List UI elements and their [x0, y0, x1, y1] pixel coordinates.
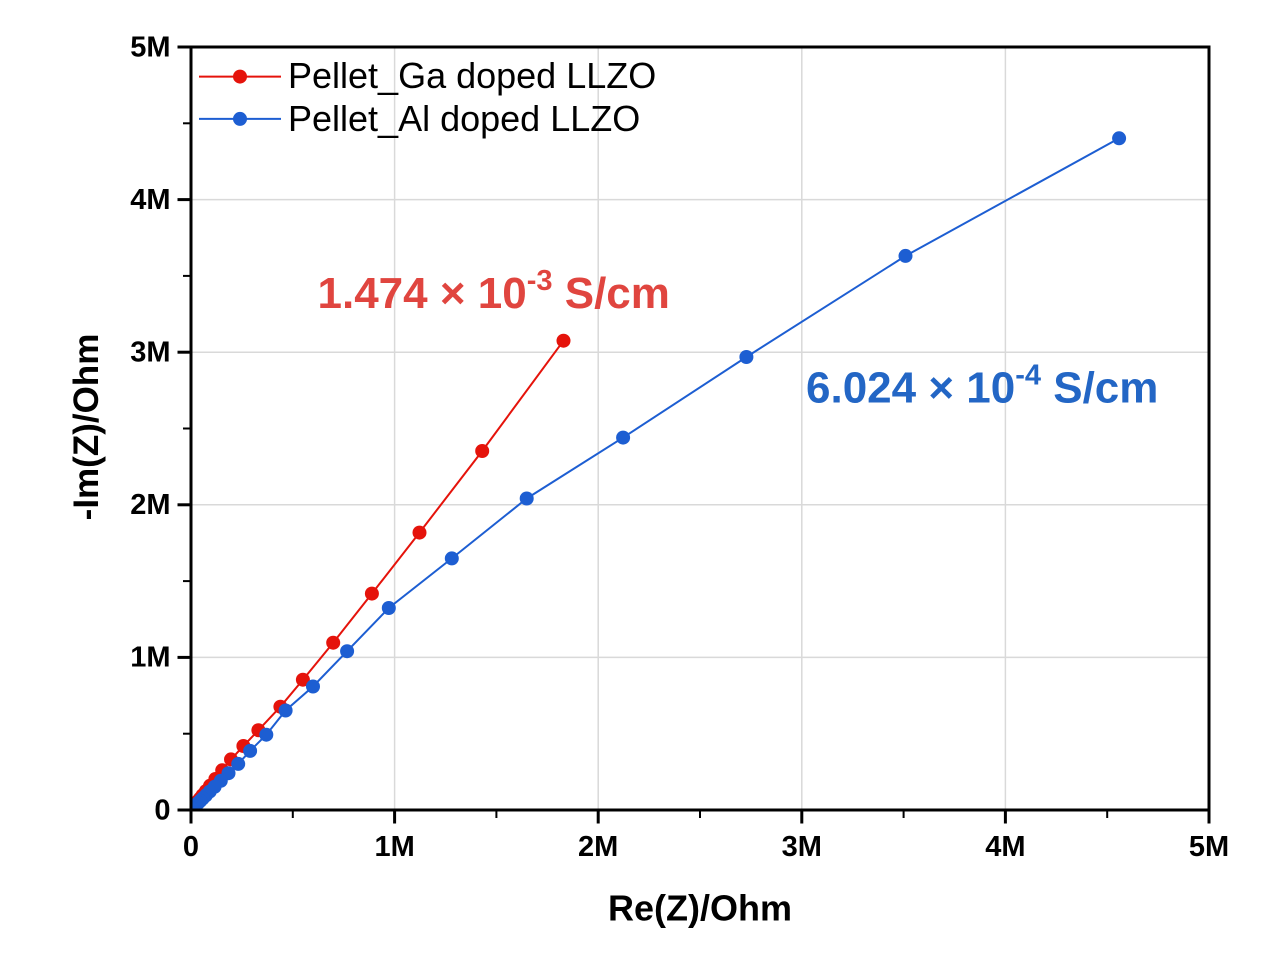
svg-text:0: 0	[154, 794, 170, 826]
svg-text:Pellet_Ga doped LLZO: Pellet_Ga doped LLZO	[288, 55, 656, 96]
svg-text:4M: 4M	[985, 831, 1025, 863]
svg-text:6.024 × 10-4 S/cm: 6.024 × 10-4 S/cm	[806, 360, 1158, 413]
svg-text:2M: 2M	[130, 489, 170, 521]
svg-text:Re(Z)/Ohm: Re(Z)/Ohm	[608, 888, 792, 929]
svg-text:-Im(Z)/Ohm: -Im(Z)/Ohm	[67, 334, 106, 521]
svg-text:1.474 × 10-3 S/cm: 1.474 × 10-3 S/cm	[318, 265, 670, 318]
svg-text:1M: 1M	[374, 831, 414, 863]
svg-text:1M: 1M	[130, 642, 170, 674]
svg-text:3M: 3M	[782, 831, 822, 863]
svg-text:4M: 4M	[130, 184, 170, 216]
svg-text:0: 0	[183, 831, 199, 863]
svg-text:Pellet_Al doped LLZO: Pellet_Al doped LLZO	[288, 98, 640, 139]
svg-text:5M: 5M	[1189, 831, 1229, 863]
svg-text:5M: 5M	[130, 31, 170, 63]
svg-text:3M: 3M	[130, 337, 170, 369]
svg-text:2M: 2M	[578, 831, 618, 863]
